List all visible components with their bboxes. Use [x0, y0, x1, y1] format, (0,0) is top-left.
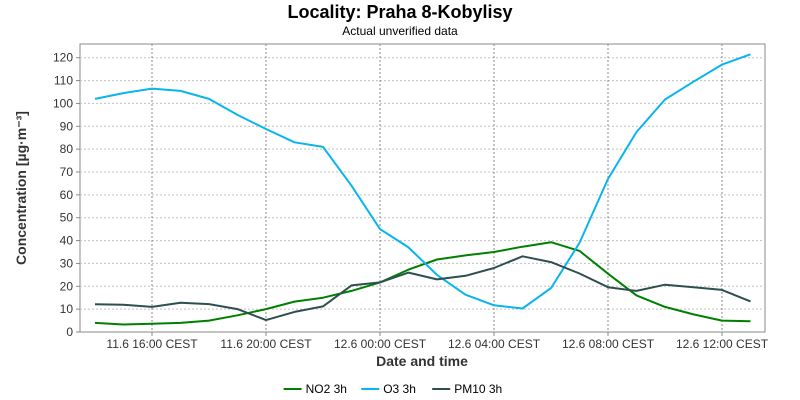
series-line-o3-3h: [94, 53, 751, 310]
y-tick-label: 10: [60, 302, 74, 316]
x-axis-label: Date and time: [376, 353, 468, 369]
y-axis-label: Concentration [µg·m⁻³]: [13, 111, 29, 265]
y-tick-label: 70: [60, 165, 74, 179]
legend-label: NO2 3h: [306, 382, 347, 396]
y-tick-label: 100: [53, 96, 73, 110]
x-tick-label: 12.6 12:00 CEST: [676, 337, 769, 351]
series-line-no2-3h: [94, 241, 751, 326]
y-tick-label: 30: [60, 256, 74, 270]
chart-subtitle: Actual unverified data: [342, 24, 458, 38]
plot-frame: [79, 43, 766, 333]
y-tick-label: 60: [60, 188, 74, 202]
plot-area: 0 10 20 30 40 50 60 70 80 90 100 110 120 11.6 16:00 C…: [53, 43, 769, 351]
y-tick-label: 0: [66, 325, 73, 339]
legend: NO2 3h O3 3h PM10 3h: [283, 382, 502, 396]
y-tick-label: 20: [60, 279, 74, 293]
y-tick-label: 50: [60, 211, 74, 225]
x-tick-label: 12.6 04:00 CEST: [448, 337, 541, 351]
y-tick-label: 120: [53, 51, 73, 65]
y-tick-label: 90: [60, 119, 74, 133]
series-line-pm10-3h: [94, 255, 751, 322]
legend-label: PM10 3h: [454, 382, 502, 396]
y-tick-label: 80: [60, 142, 74, 156]
x-tick-label: 11.6 16:00 CEST: [106, 337, 198, 351]
x-tick-label: 12.6 00:00 CEST: [334, 337, 427, 351]
x-tick-label: 12.6 08:00 CEST: [562, 337, 655, 351]
x-tick-label: 11.6 20:00 CEST: [220, 337, 312, 351]
y-tick-label: 40: [60, 234, 74, 248]
chart-title: Locality: Praha 8-Kobylisy: [287, 2, 512, 22]
y-tick-label: 110: [54, 74, 73, 88]
legend-label: O3 3h: [383, 382, 416, 396]
